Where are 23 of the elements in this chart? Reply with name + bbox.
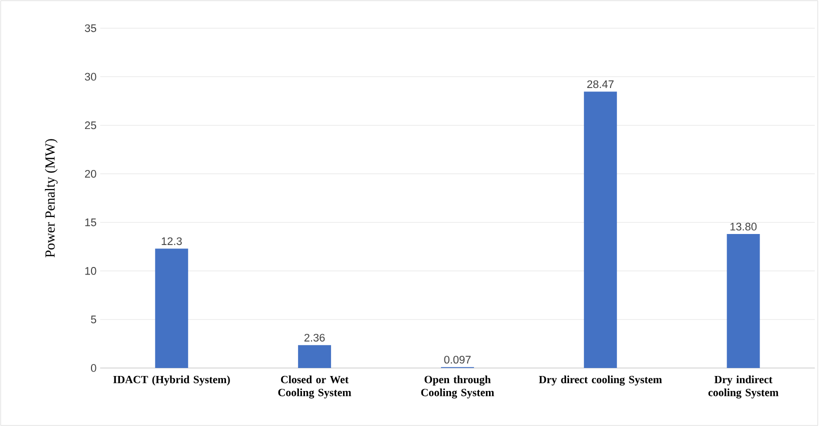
data-label: 2.36 (304, 334, 325, 342)
x-tick-label: Closed or Wet Cooling System (278, 375, 352, 398)
data-label: 13.80 (730, 222, 757, 230)
bar (155, 248, 188, 368)
y-tick-label: 10 (85, 266, 96, 275)
x-tick-label: IDACT (Hybrid System) (113, 375, 230, 386)
y-tick-label: 20 (85, 170, 96, 178)
y-tick-label: 25 (85, 121, 96, 130)
y-tick-label: 15 (85, 218, 96, 226)
data-label: 28.47 (587, 80, 614, 88)
y-tick-label: 0 (90, 364, 96, 372)
bar (584, 91, 617, 368)
bar (726, 234, 760, 368)
x-tick-label: Dry indirect cooling System (708, 375, 778, 398)
data-label: 12.3 (162, 237, 182, 245)
y-tick-label: 30 (84, 72, 96, 81)
x-tick-label: Open through Cooling System (421, 375, 494, 398)
x-tick-label: Dry direct cooling System (538, 375, 662, 386)
y-axis-title: Power Penalty (MW) (44, 138, 58, 258)
y-tick-label: 5 (90, 316, 96, 324)
data-label: 0.097 (444, 356, 471, 364)
y-tick-label: 35 (84, 24, 96, 32)
bar (298, 345, 332, 368)
